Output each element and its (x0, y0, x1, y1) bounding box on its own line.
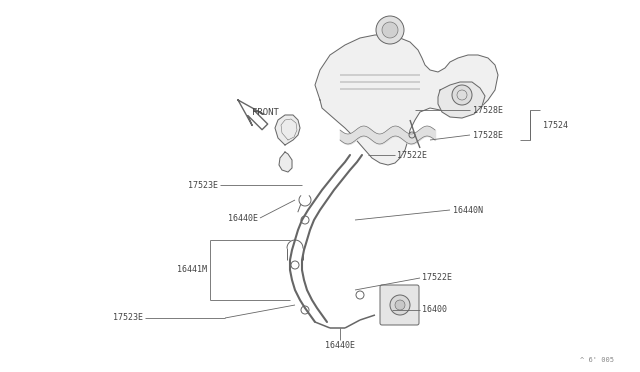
Circle shape (376, 16, 404, 44)
Text: 17524: 17524 (543, 121, 568, 129)
Polygon shape (438, 82, 485, 118)
Polygon shape (279, 152, 292, 172)
Text: 16440E: 16440E (228, 214, 258, 222)
Text: 16400: 16400 (422, 305, 447, 314)
Text: 16440N: 16440N (453, 205, 483, 215)
Text: 17523E: 17523E (113, 314, 143, 323)
Circle shape (390, 295, 410, 315)
Text: 17522E: 17522E (422, 273, 452, 282)
Polygon shape (315, 35, 498, 165)
Text: 17528E: 17528E (473, 106, 503, 115)
Text: 17528E: 17528E (473, 131, 503, 140)
Text: FRONT: FRONT (252, 108, 279, 116)
Polygon shape (275, 115, 300, 145)
Circle shape (395, 300, 405, 310)
FancyBboxPatch shape (380, 285, 419, 325)
Circle shape (382, 22, 398, 38)
Text: 16441M: 16441M (177, 266, 207, 275)
Text: 17522E: 17522E (397, 151, 427, 160)
Text: 17523E: 17523E (188, 180, 218, 189)
Text: ^ 6' 005: ^ 6' 005 (580, 357, 614, 363)
Text: 16440E: 16440E (325, 341, 355, 350)
Polygon shape (238, 100, 268, 130)
Circle shape (452, 85, 472, 105)
